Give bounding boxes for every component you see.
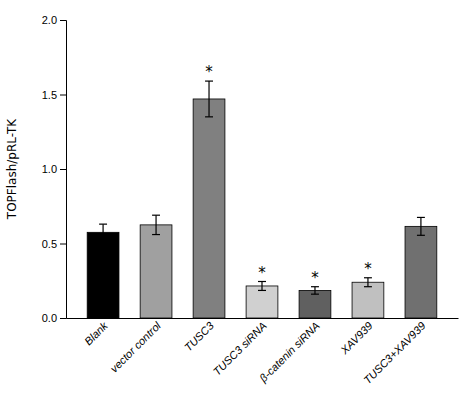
x-tick: TUSC3+XAV939 [361, 319, 428, 386]
error-bar-line [420, 217, 421, 235]
annotation: * [205, 63, 213, 81]
y-tick-label: 1.5 [42, 89, 57, 101]
marks [87, 81, 437, 318]
error-bar [364, 278, 372, 287]
plot: 0.00.51.01.52.0Blankvector controlTUSC3T… [5, 14, 459, 386]
y-tick-label: 0.5 [42, 238, 57, 250]
error-bar [417, 217, 425, 235]
error-bar-cap [258, 290, 266, 291]
chart: 0.00.51.01.52.0Blankvector controlTUSC3T… [0, 0, 474, 418]
y-tick-mark [60, 169, 66, 170]
bar [299, 290, 331, 318]
error-bar-cap [364, 286, 372, 287]
annotation: * [311, 269, 319, 287]
y-tick: 2.0 [42, 14, 66, 26]
y-tick: 1.0 [42, 163, 66, 175]
x-tick-label: β-catenin siRNA [256, 319, 322, 385]
x-tick: TUSC3 [182, 319, 217, 354]
bar [193, 99, 225, 318]
y-tick-mark [60, 95, 66, 96]
y-tick: 1.5 [42, 89, 66, 101]
y-tick-label: 1.0 [42, 163, 57, 175]
error-bar-line [367, 278, 368, 287]
y-tick-mark [60, 20, 66, 21]
error-bar-line [314, 287, 315, 294]
error-bar [258, 281, 266, 290]
error-bar-cap [417, 235, 425, 236]
x-tick-label: TUSC3 siRNA [211, 319, 269, 377]
error-bar [205, 81, 213, 117]
x-tick: β-catenin siRNA [256, 319, 322, 385]
y-tick-label: 2.0 [42, 14, 57, 26]
x-tick-label: XAV939 [337, 319, 374, 356]
x-tick-label: vector control [108, 319, 164, 375]
bar [405, 226, 437, 318]
error-bar [311, 287, 319, 294]
x-tick-label: TUSC3+XAV939 [361, 319, 428, 386]
error-bar-cap [205, 116, 213, 117]
error-bar-line [155, 215, 156, 234]
y-axis-line [60, 21, 67, 319]
annotation: * [364, 260, 372, 278]
error-bar-cap [99, 224, 107, 225]
bar [352, 282, 384, 318]
y-tick-mark [60, 318, 66, 319]
y-tick: 0.0 [42, 312, 66, 324]
x-tick: vector control [108, 319, 164, 375]
x-tick: TUSC3 siRNA [211, 319, 269, 377]
error-bar [152, 215, 160, 234]
y-tick: 0.5 [42, 238, 66, 250]
annotation: * [258, 264, 266, 282]
bar [246, 286, 278, 318]
x-tick-label: TUSC3 [182, 319, 217, 354]
x-axis: Blankvector control TUSC3TUSC3 siRNAβ-cat… [67, 319, 459, 387]
x-tick: Blank [82, 319, 110, 347]
y-tick-mark [60, 244, 66, 245]
y-axis-title: TOPFlash/pRL-TK [5, 118, 19, 220]
x-tick-label: Blank [82, 319, 110, 347]
y-axis: 0.0 0.5 1.0 1.5 2.0 [42, 14, 67, 324]
error-bar-cap [99, 240, 107, 241]
error-bar-cap [417, 217, 425, 218]
error-bar-cap [152, 215, 160, 216]
x-tick: XAV939 [337, 319, 374, 356]
error-bar-line [102, 224, 103, 240]
y-tick-label: 0.0 [42, 312, 57, 324]
error-bar-line [208, 81, 209, 117]
bar [87, 232, 119, 318]
bar [140, 225, 172, 318]
error-bar [99, 224, 107, 240]
error-bar-cap [311, 294, 319, 295]
error-bar-cap [152, 234, 160, 235]
error-bar-line [261, 281, 262, 290]
x-axis-line [67, 318, 459, 319]
